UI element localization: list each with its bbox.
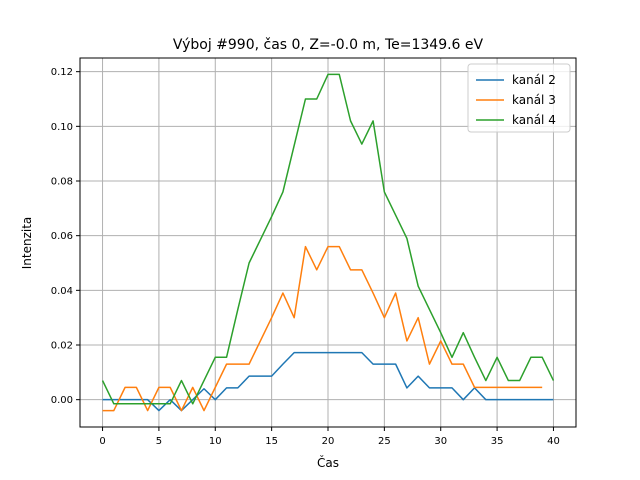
series-group <box>101 73 555 412</box>
x-tick-label: 30 <box>434 436 447 447</box>
y-tick-label: 0.00 <box>51 395 73 406</box>
axis-ticks: 0 5 10 15 20 25 30 35 40 0.00 0.02 0.04 0.06 0.08 0.10… <box>51 67 560 447</box>
x-tick-label: 40 <box>547 436 560 447</box>
x-tick-label: 10 <box>209 436 222 447</box>
y-tick-label: 0.02 <box>51 341 73 352</box>
legend-label: kanál 2 <box>512 73 556 87</box>
y-tick-label: 0.10 <box>51 122 73 133</box>
chart-title: Výboj #990, čas 0, Z=-0.0 m, Te=1349.6 e… <box>173 37 484 53</box>
x-tick-label: 20 <box>322 436 335 447</box>
y-tick-label: 0.04 <box>51 286 73 297</box>
series-line-2 <box>102 245 543 412</box>
legend-box <box>467 63 571 133</box>
y-tick-label: 0.12 <box>51 67 73 78</box>
x-tick-label: 35 <box>491 436 504 447</box>
x-axis-label: Čas <box>317 455 339 470</box>
grid <box>80 58 576 427</box>
x-tick-label: 15 <box>265 436 278 447</box>
y-axis-label: Intenzita <box>20 217 34 270</box>
y-tick-label: 0.08 <box>51 177 73 188</box>
x-tick-label: 25 <box>378 436 391 447</box>
legend: kanál 2 kanál 3 kanál 4 <box>467 63 571 133</box>
legend-label: kanál 3 <box>512 93 556 107</box>
series-line-1 <box>102 351 554 412</box>
series-line-3 <box>101 73 555 405</box>
y-tick-label: 0.06 <box>51 231 73 242</box>
x-tick-label: 5 <box>156 436 162 447</box>
x-tick-label: 0 <box>99 436 105 447</box>
legend-label: kanál 4 <box>512 113 556 127</box>
